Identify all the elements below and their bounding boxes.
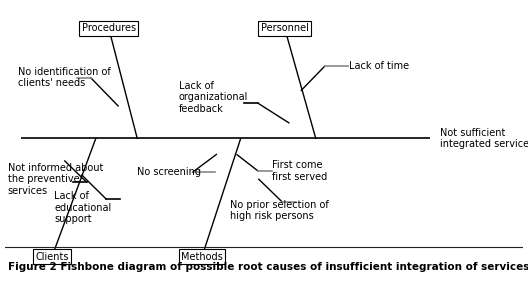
Text: Clients: Clients — [35, 252, 69, 262]
Text: Lack of
educational
support: Lack of educational support — [54, 191, 112, 224]
Text: Procedures: Procedures — [82, 23, 136, 33]
Text: Personnel: Personnel — [261, 23, 309, 33]
Text: No identification of
clients' needs: No identification of clients' needs — [18, 67, 111, 88]
Text: No prior selection of
high risk persons: No prior selection of high risk persons — [230, 200, 329, 221]
Text: No screening: No screening — [137, 167, 201, 177]
Text: First come
first served: First come first served — [272, 160, 327, 182]
Text: Methods: Methods — [181, 252, 223, 262]
Text: Not sufficient
integrated services: Not sufficient integrated services — [440, 128, 528, 149]
Text: Figure 2 Fishbone diagram of possible root causes of insufficient integration of: Figure 2 Fishbone diagram of possible ro… — [8, 262, 528, 272]
Text: Lack of
organizational
feedback: Lack of organizational feedback — [178, 81, 248, 114]
Text: Lack of time: Lack of time — [350, 61, 410, 71]
Text: Not informed about
the preventive
services: Not informed about the preventive servic… — [8, 163, 103, 196]
